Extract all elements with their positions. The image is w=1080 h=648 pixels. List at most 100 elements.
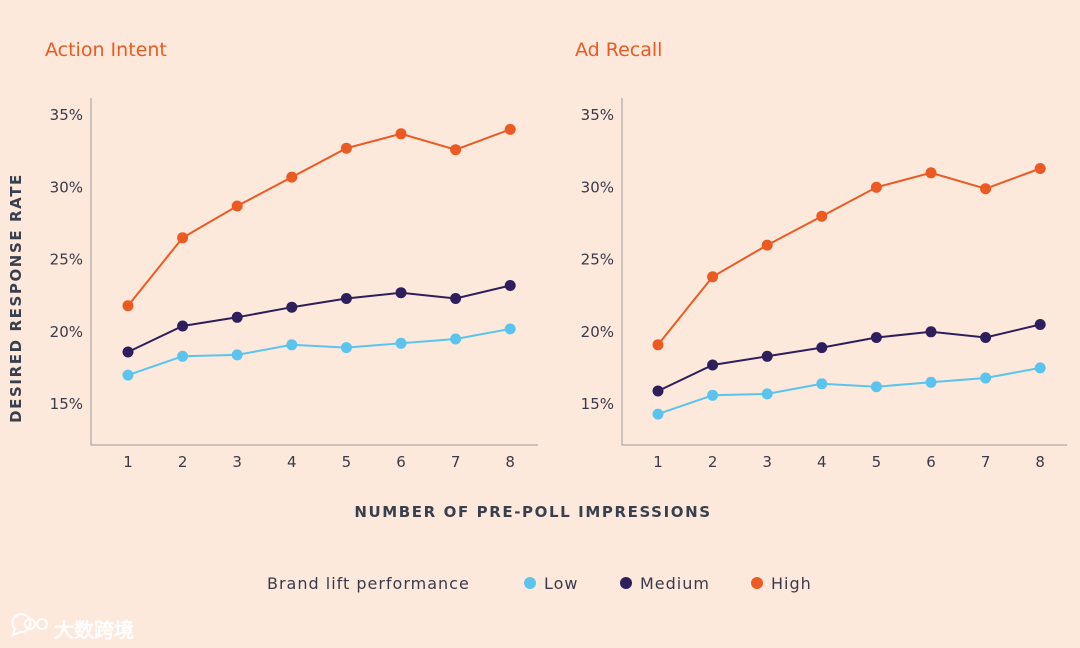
x-tick-label-action-intent-7: 7 xyxy=(451,453,461,471)
x-tick-label-action-intent-2: 2 xyxy=(178,453,188,471)
y-tick-label-action-intent-30: 30% xyxy=(50,178,83,196)
axes-ad-recall xyxy=(621,98,1067,446)
point-ad-recall-high-4 xyxy=(816,210,828,222)
series-line-ad-recall-low xyxy=(657,366,1041,416)
point-ad-recall-medium-5 xyxy=(870,332,882,343)
point-ad-recall-low-3 xyxy=(761,388,773,400)
series-line-ad-recall-high xyxy=(657,167,1041,346)
point-action-intent-high-6 xyxy=(395,128,407,140)
x-ticks-ad-recall: 1 2 3 4 5 6 7 8 xyxy=(653,453,1045,471)
legend-marker-high xyxy=(751,577,763,589)
panel-title-ad-recall: Ad Recall xyxy=(575,39,662,61)
x-tick-label-ad-recall-1: 1 xyxy=(653,453,663,471)
point-ad-recall-low-1 xyxy=(652,408,664,420)
point-action-intent-medium-7 xyxy=(450,293,462,304)
point-ad-recall-high-7 xyxy=(980,183,992,195)
series-ad-recall xyxy=(652,163,1046,420)
x-axis-title: NUMBER OF PRE-POLL IMPRESSIONS xyxy=(354,503,711,521)
point-ad-recall-high-3 xyxy=(761,239,773,251)
point-action-intent-medium-3 xyxy=(231,311,243,323)
legend-title: Brand lift performance xyxy=(267,574,470,593)
point-ad-recall-low-5 xyxy=(870,381,882,393)
axes-action-intent xyxy=(90,98,538,446)
point-ad-recall-medium-4 xyxy=(816,342,828,354)
y-tick-label-action-intent-35: 35% xyxy=(50,106,83,124)
legend-label-high: High xyxy=(771,574,812,593)
x-tick-label-ad-recall-6: 6 xyxy=(926,453,936,471)
legend-label-medium: Medium xyxy=(640,574,710,593)
point-ad-recall-low-8 xyxy=(1034,362,1046,374)
y-tick-label-ad-recall-20: 20% xyxy=(581,323,614,341)
point-action-intent-high-5 xyxy=(340,142,352,154)
point-action-intent-low-3 xyxy=(231,349,243,361)
x-tick-label-action-intent-3: 3 xyxy=(232,453,242,471)
series-line-ad-recall-medium xyxy=(657,323,1041,392)
point-action-intent-medium-5 xyxy=(340,293,352,304)
point-ad-recall-low-4 xyxy=(816,378,828,390)
panel-title-action-intent: Action Intent xyxy=(45,39,167,61)
y-tick-label-action-intent-20: 20% xyxy=(50,323,83,341)
series-line-action-intent-low xyxy=(127,327,511,377)
y-tick-label-action-intent-15: 15% xyxy=(50,395,83,413)
x-tick-label-action-intent-1: 1 xyxy=(123,453,133,471)
point-action-intent-low-8 xyxy=(504,323,516,335)
point-action-intent-high-4 xyxy=(286,171,298,183)
x-tick-label-ad-recall-7: 7 xyxy=(981,453,991,471)
x-tick-label-ad-recall-3: 3 xyxy=(762,453,772,471)
point-ad-recall-high-2 xyxy=(707,271,719,283)
point-action-intent-low-1 xyxy=(122,369,134,381)
legend-marker-low xyxy=(524,577,536,589)
legend: Brand lift performance Low Medium High xyxy=(267,574,812,593)
y-tick-label-ad-recall-25: 25% xyxy=(581,251,614,269)
y-tick-label-ad-recall-15: 15% xyxy=(581,395,614,413)
point-action-intent-medium-1 xyxy=(122,346,134,358)
point-action-intent-medium-8 xyxy=(504,280,516,291)
point-action-intent-low-2 xyxy=(177,350,189,362)
y-axis-title: DESIRED RESPONSE RATE xyxy=(7,173,25,423)
series-action-intent xyxy=(122,123,516,381)
y-tick-label-action-intent-25: 25% xyxy=(50,251,83,269)
x-tick-label-ad-recall-2: 2 xyxy=(708,453,718,471)
point-action-intent-low-7 xyxy=(450,333,462,345)
point-action-intent-high-8 xyxy=(504,123,516,135)
point-ad-recall-low-6 xyxy=(925,376,937,388)
y-ticks-ad-recall: 15% 20% 25% 30% 35% xyxy=(581,106,614,413)
x-tick-label-action-intent-6: 6 xyxy=(396,453,406,471)
point-action-intent-high-1 xyxy=(122,300,134,312)
point-action-intent-low-5 xyxy=(340,342,352,354)
point-action-intent-medium-2 xyxy=(177,320,189,332)
panel-ad-recall: Ad Recall 15% 20% 25% 30% 35% 1 2 3 4 5 6 7 8 xyxy=(575,39,1067,471)
point-ad-recall-low-2 xyxy=(707,389,719,401)
point-action-intent-high-7 xyxy=(450,144,462,156)
x-tick-label-ad-recall-5: 5 xyxy=(872,453,882,471)
point-action-intent-high-2 xyxy=(177,232,189,244)
point-ad-recall-medium-1 xyxy=(652,385,664,397)
watermark: 大数跨境 xyxy=(11,613,134,642)
x-tick-label-action-intent-5: 5 xyxy=(342,453,352,471)
point-ad-recall-medium-8 xyxy=(1034,319,1046,330)
point-ad-recall-medium-7 xyxy=(980,332,992,343)
legend-marker-medium xyxy=(620,577,632,589)
x-ticks-action-intent: 1 2 3 4 5 6 7 8 xyxy=(123,453,515,471)
panel-action-intent: Action Intent 15% 20% 25% 30% 35% 1 2 3 4 5 6 7 8 xyxy=(45,39,538,471)
x-tick-label-ad-recall-4: 4 xyxy=(817,453,827,471)
point-action-intent-medium-4 xyxy=(286,301,298,313)
y-tick-label-ad-recall-30: 30% xyxy=(581,178,614,196)
series-line-action-intent-medium xyxy=(127,284,511,353)
point-ad-recall-high-1 xyxy=(652,339,664,351)
point-ad-recall-medium-3 xyxy=(761,350,773,362)
point-ad-recall-high-8 xyxy=(1034,163,1046,174)
point-ad-recall-medium-2 xyxy=(707,359,719,371)
x-tick-label-action-intent-4: 4 xyxy=(287,453,297,471)
point-ad-recall-high-5 xyxy=(870,181,882,193)
point-ad-recall-medium-6 xyxy=(925,326,937,338)
x-tick-label-action-intent-8: 8 xyxy=(505,453,515,471)
y-tick-label-ad-recall-35: 35% xyxy=(581,106,614,124)
point-ad-recall-low-7 xyxy=(980,372,992,384)
speech-bubble-icon xyxy=(11,613,48,637)
point-action-intent-low-4 xyxy=(286,339,298,351)
point-ad-recall-high-6 xyxy=(925,167,937,179)
point-action-intent-high-3 xyxy=(231,200,243,212)
point-action-intent-low-6 xyxy=(395,337,407,349)
